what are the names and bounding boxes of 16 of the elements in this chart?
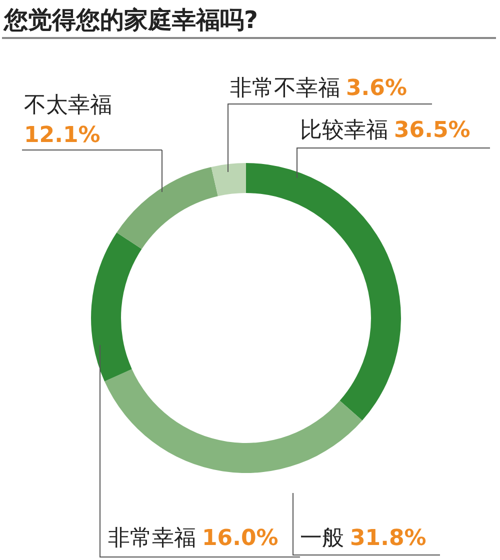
donut-slice	[211, 163, 246, 196]
slice-label: 比较幸福	[300, 118, 388, 143]
data-label: 31.8%	[350, 526, 426, 551]
chart-title: 您觉得您的家庭幸福吗?	[3, 6, 258, 34]
donut-slice	[246, 163, 401, 421]
slice-label: 非常幸福	[108, 526, 196, 551]
data-label: 16.0%	[202, 526, 278, 551]
data-label: 3.6%	[346, 76, 408, 101]
slice-label: 一般	[300, 526, 344, 551]
donut-slice	[91, 232, 142, 382]
donut-slice	[116, 166, 218, 250]
slice-label: 不太幸福	[24, 93, 112, 118]
data-label: 36.5%	[394, 118, 470, 143]
slice-label: 非常不幸福	[230, 76, 340, 101]
data-label: 12.1%	[24, 123, 100, 148]
donut-slice	[104, 369, 362, 473]
